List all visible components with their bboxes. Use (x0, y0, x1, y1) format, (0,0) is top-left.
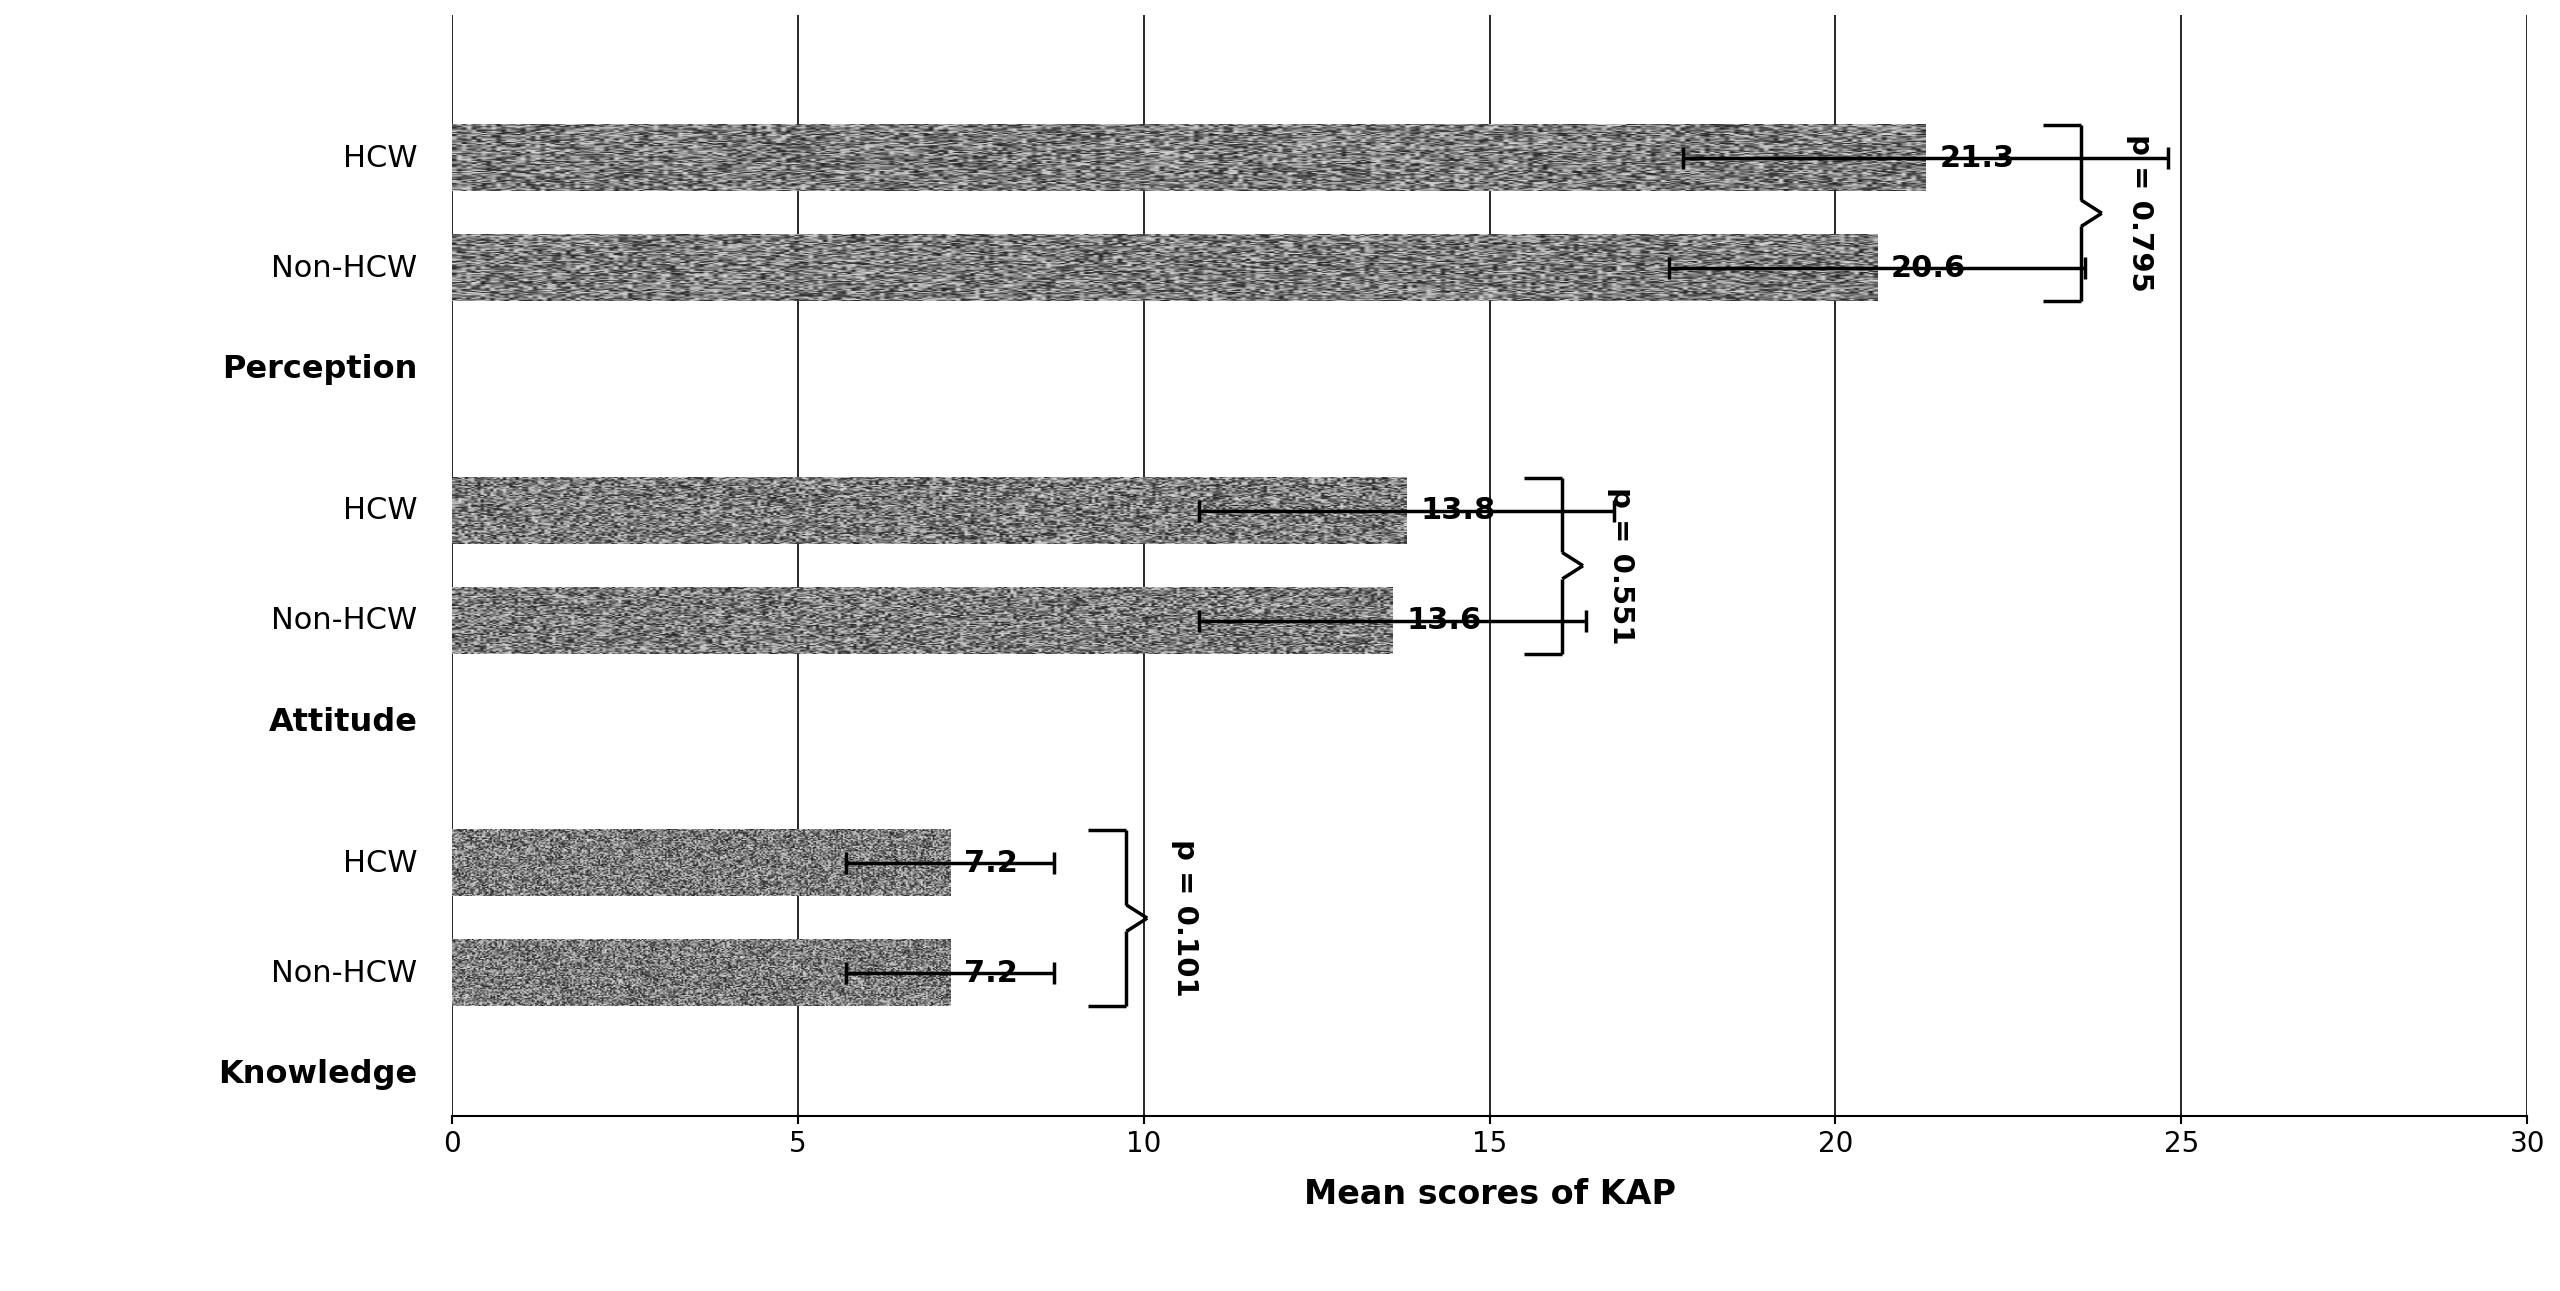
Text: Perception: Perception (223, 354, 417, 385)
Text: 21.3: 21.3 (1940, 143, 2015, 173)
X-axis label: Mean scores of KAP: Mean scores of KAP (1303, 1179, 1677, 1211)
Text: 7.2: 7.2 (965, 959, 1019, 988)
Text: p = 0.795: p = 0.795 (2125, 134, 2153, 292)
Text: Non-HCW: Non-HCW (271, 254, 417, 283)
Text: Knowledge: Knowledge (218, 1059, 417, 1090)
Text: Non-HCW: Non-HCW (271, 959, 417, 988)
Text: p = 0.551: p = 0.551 (1608, 487, 1636, 644)
Text: 20.6: 20.6 (1892, 254, 1966, 283)
Text: 13.6: 13.6 (1405, 607, 1482, 635)
Text: Attitude: Attitude (269, 706, 417, 737)
Text: p = 0.101: p = 0.101 (1172, 839, 1201, 997)
Text: HCW: HCW (343, 143, 417, 173)
Text: Non-HCW: Non-HCW (271, 607, 417, 635)
Text: HCW: HCW (343, 848, 417, 878)
Text: 7.2: 7.2 (965, 848, 1019, 878)
Text: 13.8: 13.8 (1421, 496, 1495, 525)
Text: HCW: HCW (343, 496, 417, 525)
